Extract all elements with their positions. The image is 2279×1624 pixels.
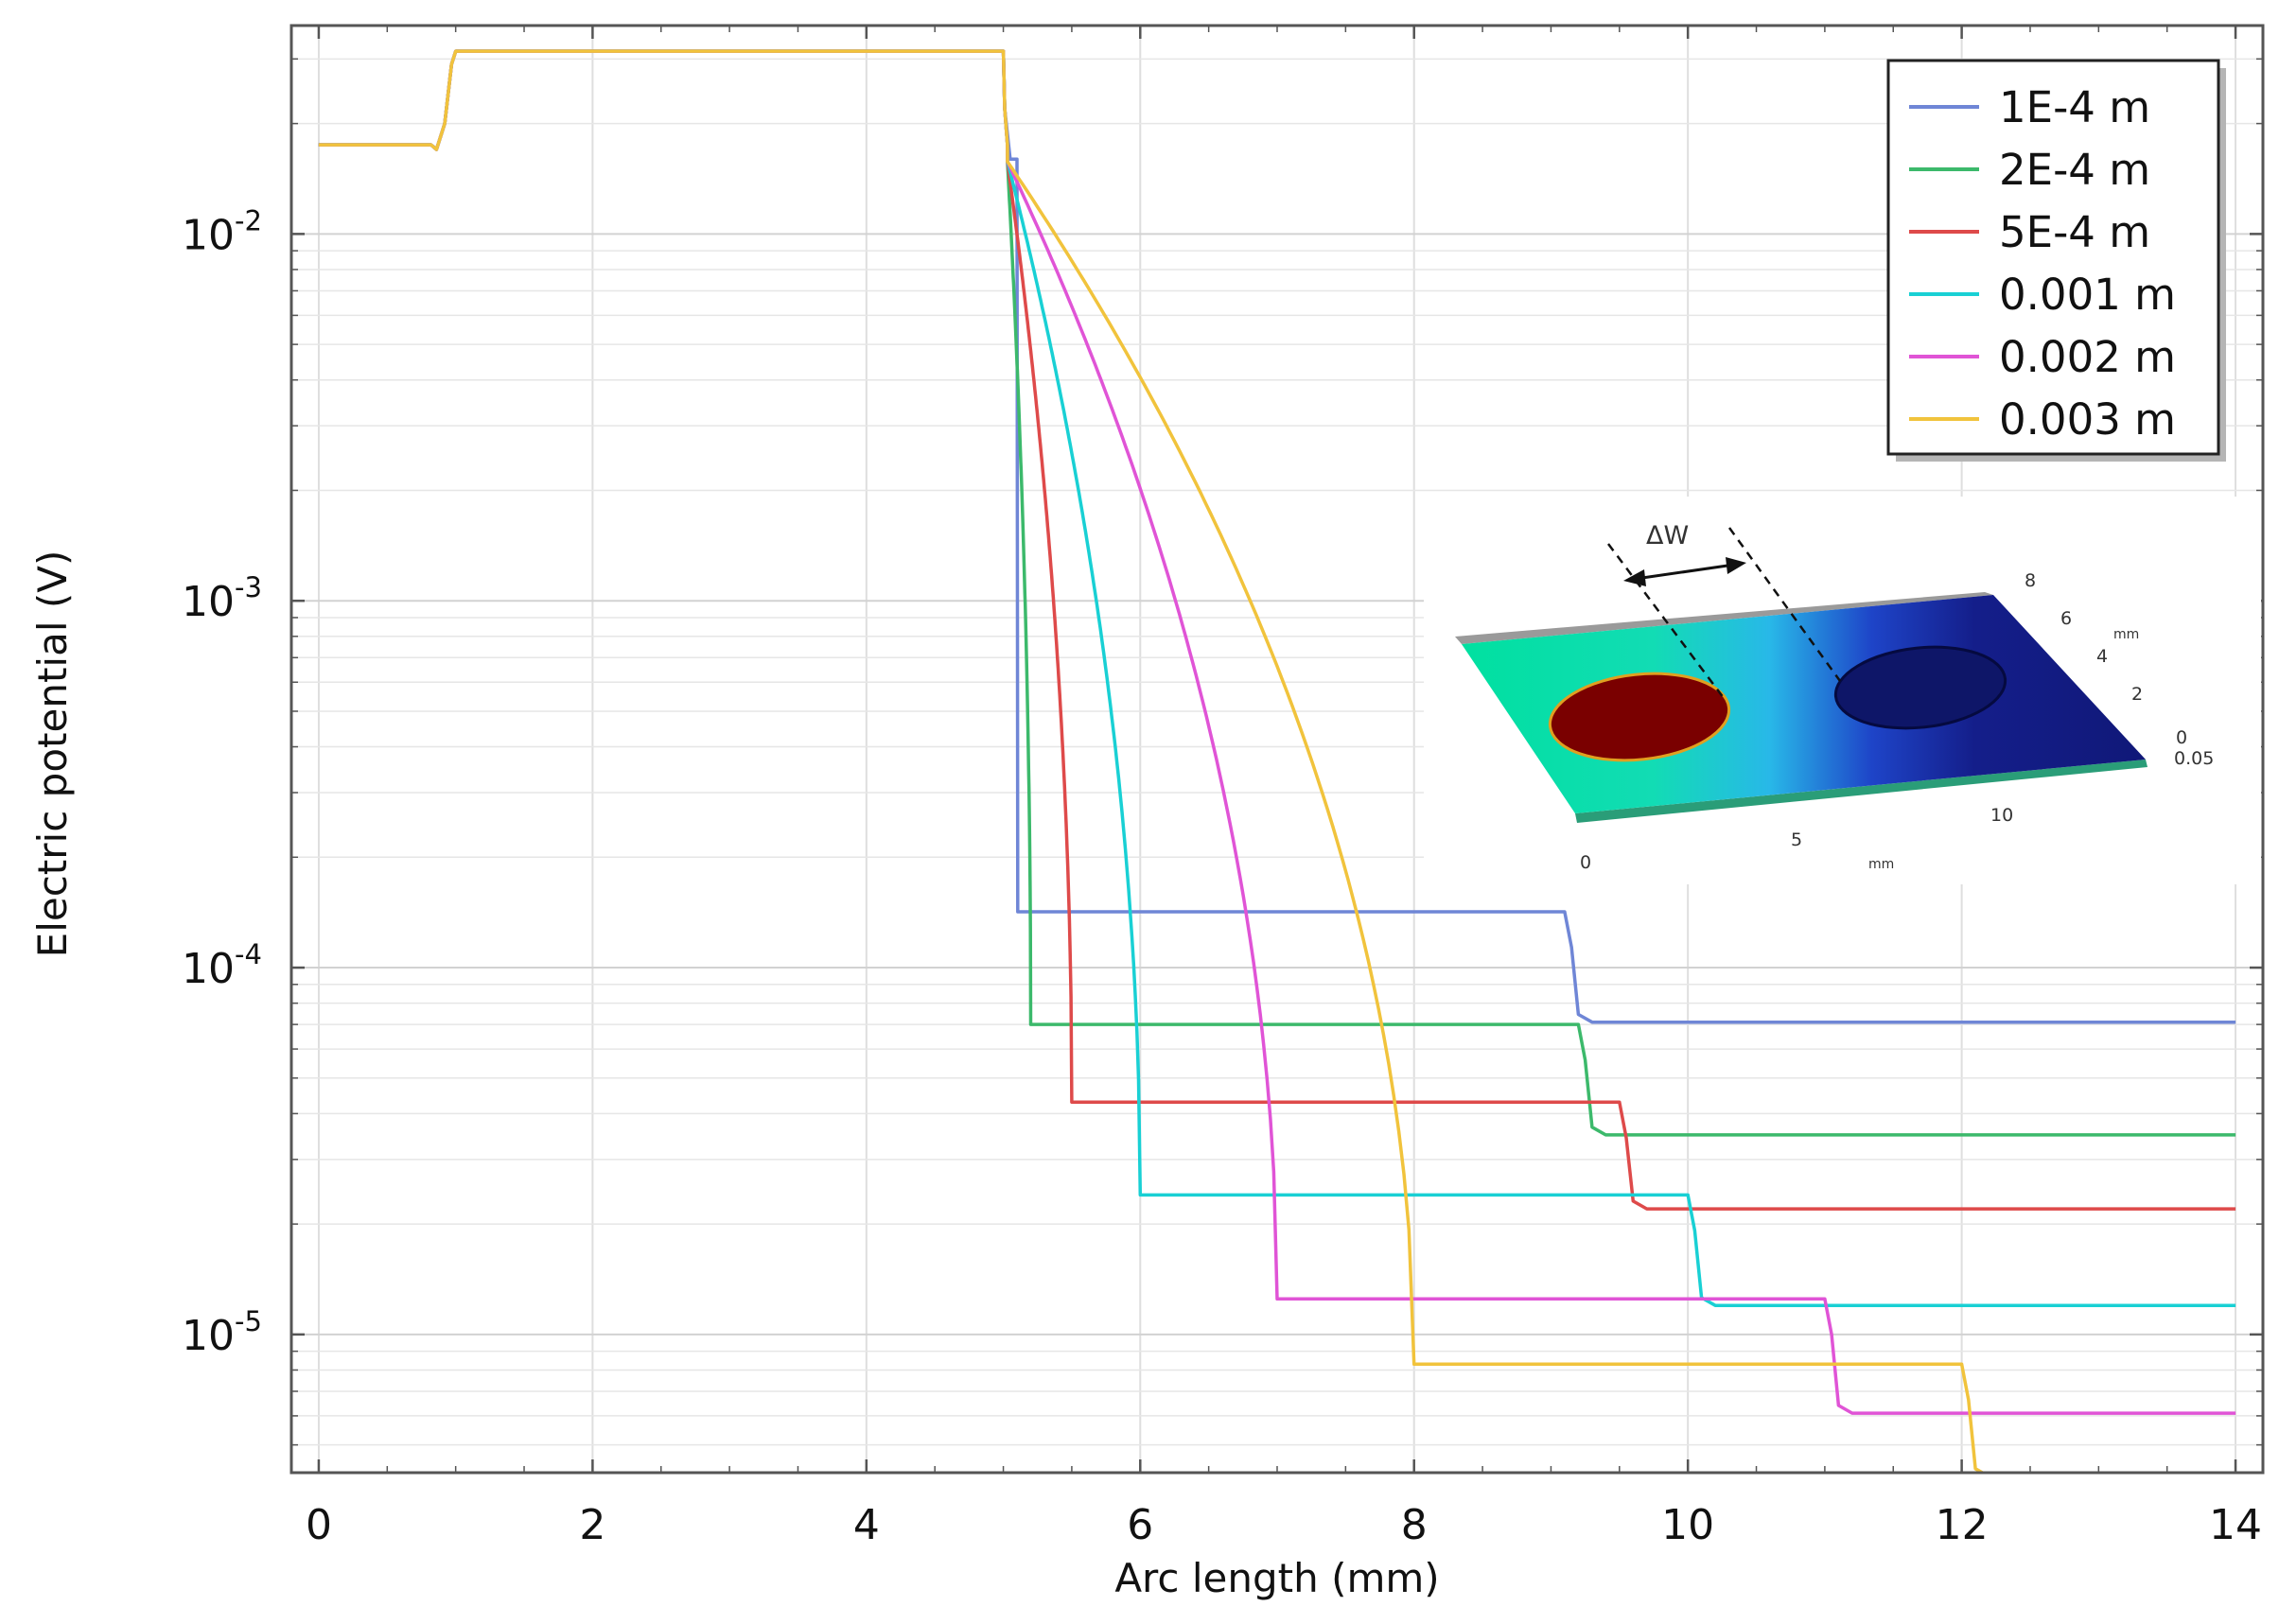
inset-x-unit: mm [1868, 857, 1894, 872]
x-tick-label: 8 [1401, 1501, 1428, 1549]
y-tick-exponent: -4 [235, 938, 262, 970]
x-tick-label: 10 [1661, 1501, 1714, 1549]
series-line [318, 49, 2236, 1137]
inset-arrowhead-left [1623, 569, 1646, 586]
legend-items: 1E-4 m 2E-4 m 5E-4 m 0.001 m 0.002 m 0.003 m [1909, 82, 2176, 445]
inset-slab-side [1575, 760, 2148, 823]
x-tick-label: 14 [2209, 1501, 2262, 1549]
legend-label: 5E-4 m [1999, 207, 2150, 257]
inset-y-tick-6: 6 [2060, 608, 2072, 629]
inset-dashed-guide-right [1727, 527, 1842, 682]
x-tick-label: 2 [579, 1501, 605, 1549]
y-tick-label: 10-4 [182, 938, 262, 993]
legend-label: 2E-4 m [1999, 145, 2150, 195]
x-tick-label: 12 [1936, 1501, 1989, 1549]
y-tick-label: 10-5 [182, 1305, 262, 1360]
series-line [318, 49, 2236, 1307]
inset-right-electrode [1833, 645, 2007, 730]
plot-lines [318, 49, 2236, 1473]
legend-label: 0.003 m [1999, 394, 2176, 445]
inset-dashed-guide-left [1606, 543, 1726, 699]
x-axis-title: Arc length (mm) [1114, 1555, 1439, 1601]
inset-z-tick: 0.05 [2174, 748, 2214, 769]
inset-y-tick-8: 8 [2025, 570, 2036, 591]
inset-delta-label: ΔW [1646, 521, 1689, 550]
inset-x-tick-0: 0 [1580, 852, 1591, 873]
legend-label: 0.002 m [1999, 332, 2176, 382]
ticks [291, 26, 2263, 1473]
inset-slab-top-edge [1455, 592, 1993, 644]
x-tick-label: 0 [306, 1501, 332, 1549]
y-tick-exponent: -5 [235, 1305, 262, 1337]
inset-left-electrode [1548, 672, 1731, 762]
inset-arrowhead-right [1726, 557, 1746, 574]
inset-y-tick-2: 2 [2131, 684, 2143, 705]
y-tick-base: 10 [182, 945, 235, 993]
x-tick-label: 6 [1127, 1501, 1153, 1549]
x-tick-label: 4 [853, 1501, 880, 1549]
inset-y-tick-0: 0 [2176, 727, 2187, 748]
legend: 1E-4 m 2E-4 m 5E-4 m 0.001 m 0.002 m 0.003 m [1886, 59, 2226, 462]
y-tick-exponent: -2 [235, 204, 262, 236]
inset-y-tick-4: 4 [2096, 646, 2108, 667]
inset-3d-model: ΔW 0 5 10 mm 0 0.05 2 4 6 8 mm [1424, 497, 2261, 884]
y-tick-base: 10 [182, 1312, 235, 1360]
legend-label: 1E-4 m [1999, 82, 2150, 132]
y-tick-base: 10 [182, 578, 235, 626]
y-tick-label: 10-2 [182, 204, 262, 259]
series-line [318, 49, 2236, 1415]
y-axis-title: Electric potential (V) [29, 550, 76, 958]
y-tick-exponent: -3 [235, 571, 262, 603]
series-line [318, 49, 1986, 1473]
y-tick-label: 10-3 [182, 571, 262, 626]
legend-label: 0.001 m [1999, 270, 2176, 320]
inset-delta-arrow [1628, 562, 1742, 582]
series-line [318, 49, 2236, 1211]
y-tick-base: 10 [182, 211, 235, 259]
inset-y-unit: mm [2113, 627, 2139, 642]
legend-box [1886, 59, 2220, 456]
inset-x-tick-5: 5 [1791, 829, 1802, 850]
inset-x-tick-10: 10 [1990, 805, 2013, 826]
